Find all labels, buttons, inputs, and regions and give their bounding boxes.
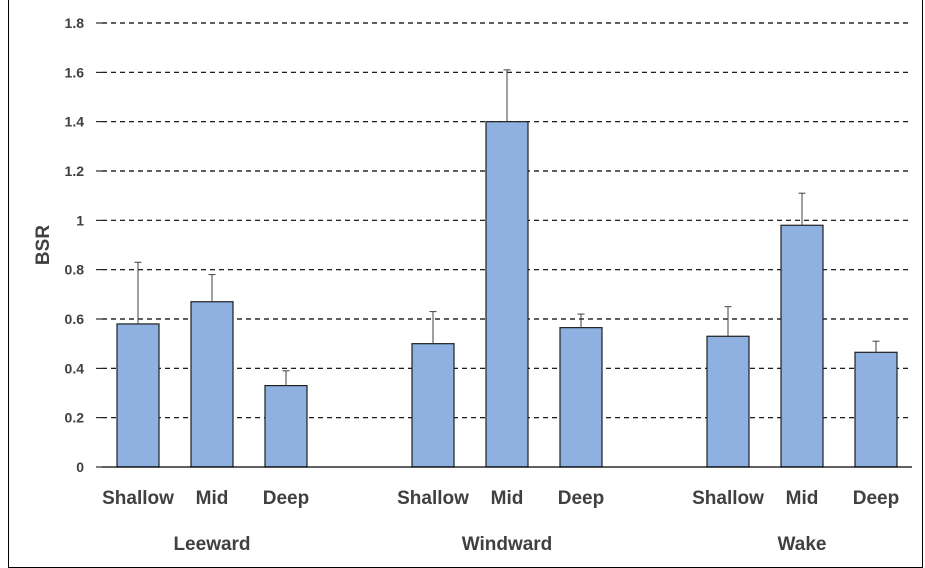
x-category-label: Deep <box>263 488 309 509</box>
x-category-label: Deep <box>558 488 604 509</box>
x-category-label: Deep <box>853 488 899 509</box>
bar <box>559 327 603 468</box>
x-category-label: Shallow <box>102 488 174 509</box>
bar <box>411 343 455 468</box>
bar <box>854 351 898 468</box>
x-category-label: Mid <box>786 488 819 509</box>
y-axis-title: BSR <box>33 225 54 265</box>
bar <box>264 385 308 468</box>
bar <box>485 121 529 468</box>
axes <box>96 22 912 468</box>
y-tick-label: 1.8 <box>65 15 85 31</box>
y-tick-label: 0.2 <box>65 410 85 426</box>
y-tick-label: 1.2 <box>65 163 85 179</box>
error-bars <box>134 69 880 386</box>
y-tick-label: 0.6 <box>65 311 85 327</box>
y-tick-label: 1 <box>76 212 84 228</box>
bar <box>190 301 234 468</box>
bar <box>116 323 160 468</box>
x-category-label: Shallow <box>692 488 764 509</box>
x-group-label: Windward <box>462 534 553 555</box>
x-category-label: Mid <box>196 488 229 509</box>
labels: 0 0.2 0.4 0.6 0.8 1 1.2 1.4 1.6 1.8 BSR Shallow Mid D… <box>33 15 899 555</box>
y-tick-label: 1.4 <box>65 114 85 130</box>
x-group-label: Leeward <box>173 534 250 555</box>
x-category-label: Shallow <box>397 488 469 509</box>
y-tick-label: 0.8 <box>65 262 85 278</box>
y-tick-label: 1.6 <box>65 64 85 80</box>
x-category-label: Mid <box>491 488 524 509</box>
y-tick-label: 0.4 <box>65 360 85 376</box>
bar <box>780 224 824 468</box>
bar <box>706 335 750 468</box>
bars <box>116 121 898 468</box>
x-group-label: Wake <box>778 534 827 555</box>
y-tick-label: 0 <box>76 459 84 475</box>
